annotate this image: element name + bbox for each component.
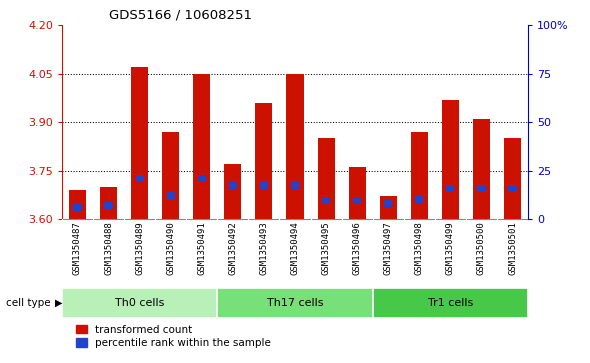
Text: ▶: ▶ [55,298,63,308]
Bar [322,197,330,204]
Text: GSM1350487: GSM1350487 [73,221,82,275]
Bar [411,132,428,219]
Bar [415,196,424,203]
Bar [162,132,179,219]
Text: Th17 cells: Th17 cells [267,298,323,308]
Text: GDS5166 / 10608251: GDS5166 / 10608251 [109,8,251,21]
Text: GSM1350496: GSM1350496 [353,221,362,275]
Text: GSM1350489: GSM1350489 [135,221,144,275]
Bar [131,67,148,219]
Bar [446,185,454,192]
Text: GSM1350494: GSM1350494 [290,221,300,275]
Bar [287,74,303,219]
Bar [229,182,237,189]
Bar [477,185,486,192]
Bar [317,138,335,219]
Bar [373,288,528,318]
Bar [104,202,113,209]
Bar [136,175,144,182]
Text: GSM1350490: GSM1350490 [166,221,175,275]
Bar [353,197,361,204]
Text: GSM1350501: GSM1350501 [508,221,517,275]
Bar [194,74,210,219]
Bar [384,200,392,207]
Bar [504,138,521,219]
Bar [380,196,396,219]
Text: GSM1350491: GSM1350491 [197,221,206,275]
Text: GSM1350498: GSM1350498 [415,221,424,275]
Text: GSM1350500: GSM1350500 [477,221,486,275]
Bar [442,99,459,219]
Text: GSM1350495: GSM1350495 [322,221,330,275]
Bar [260,182,268,189]
Bar [473,119,490,219]
Bar [198,175,206,182]
Bar [73,204,81,211]
Bar [291,182,299,189]
Text: cell type: cell type [6,298,51,308]
Bar [349,167,366,219]
Bar [100,187,117,219]
Text: Tr1 cells: Tr1 cells [428,298,473,308]
Text: GSM1350492: GSM1350492 [228,221,237,275]
Bar [69,190,86,219]
Legend: transformed count, percentile rank within the sample: transformed count, percentile rank withi… [77,325,271,348]
Bar [62,288,217,318]
Bar [509,185,517,192]
Text: GSM1350499: GSM1350499 [446,221,455,275]
Text: GSM1350497: GSM1350497 [384,221,393,275]
Bar [255,103,273,219]
Bar [217,288,373,318]
Text: Th0 cells: Th0 cells [115,298,165,308]
Bar [224,164,241,219]
Text: GSM1350493: GSM1350493 [260,221,268,275]
Text: GSM1350488: GSM1350488 [104,221,113,275]
Bar [166,192,175,200]
